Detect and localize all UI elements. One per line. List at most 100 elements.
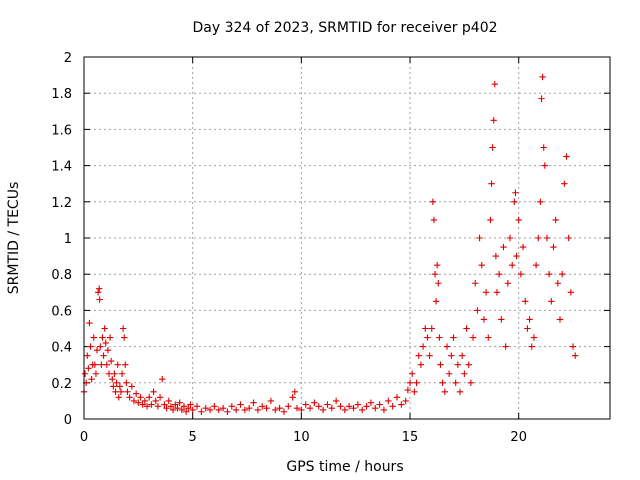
data-point [84, 352, 91, 359]
data-point [193, 403, 201, 410]
data-point [215, 406, 222, 414]
x-tick-label: 10 [293, 430, 310, 445]
data-point [563, 153, 570, 160]
data-point [443, 343, 451, 350]
data-point [532, 261, 540, 269]
data-point [398, 401, 405, 408]
data-point [561, 180, 568, 187]
data-point [182, 408, 190, 415]
data-point [298, 406, 305, 414]
data-point [463, 325, 470, 332]
data-point [90, 334, 97, 341]
data-point [119, 325, 127, 332]
data-point [431, 271, 439, 278]
data-point [572, 352, 579, 359]
data-point [143, 403, 151, 410]
data-point [504, 280, 512, 287]
data-point [535, 234, 542, 242]
grid-lines [84, 57, 610, 419]
data-point [372, 404, 379, 412]
data-point [306, 404, 314, 412]
data-point [328, 404, 335, 412]
data-point [86, 319, 93, 327]
data-point [552, 216, 559, 224]
data-point [482, 289, 490, 296]
data-points [80, 73, 579, 415]
data-point [189, 406, 196, 414]
data-point [417, 361, 425, 368]
data-point [139, 401, 146, 408]
data-point [461, 370, 468, 377]
data-point [445, 370, 453, 377]
data-point [237, 401, 244, 408]
data-point [132, 390, 140, 397]
data-point [500, 243, 507, 251]
data-point [123, 379, 130, 386]
data-point [109, 375, 116, 383]
x-tick-label: 0 [80, 430, 88, 445]
data-point [228, 403, 236, 410]
data-point [99, 334, 106, 341]
data-point [107, 357, 115, 365]
data-point [350, 404, 357, 412]
data-point [528, 343, 535, 350]
data-point [435, 280, 442, 287]
data-point [515, 216, 522, 224]
data-point [558, 271, 566, 278]
data-point [554, 280, 562, 287]
x-tick-label: 20 [510, 430, 527, 445]
data-point [102, 339, 109, 347]
data-point [118, 370, 126, 377]
data-point [426, 352, 433, 359]
data-point [232, 406, 240, 414]
data-point [254, 406, 262, 414]
data-point [103, 361, 111, 368]
data-point [178, 406, 186, 414]
data-point [441, 388, 449, 396]
data-point [148, 401, 155, 408]
data-point [285, 403, 292, 410]
data-point [198, 408, 205, 415]
data-point [87, 343, 94, 350]
data-point [289, 394, 296, 401]
data-point [436, 334, 443, 341]
data-point [110, 383, 117, 390]
x-tick-label: 15 [402, 430, 419, 445]
data-point [337, 403, 344, 410]
data-point [548, 298, 555, 305]
data-point [543, 234, 551, 242]
data-point [363, 403, 370, 410]
data-point [85, 365, 92, 372]
data-point [454, 361, 462, 368]
data-point [567, 289, 575, 296]
data-point [434, 261, 441, 269]
data-point [540, 144, 547, 151]
data-point [276, 404, 283, 412]
data-point [450, 334, 457, 341]
data-point [480, 316, 488, 323]
data-point [311, 399, 318, 406]
data-point [100, 352, 107, 359]
data-point [359, 406, 366, 414]
data-point [448, 352, 455, 359]
data-point [467, 379, 475, 386]
data-point [106, 334, 114, 341]
data-point [113, 379, 120, 386]
data-point [280, 408, 288, 415]
data-point [112, 388, 119, 396]
data-point [122, 361, 129, 368]
data-point [96, 285, 103, 292]
data-point [293, 404, 301, 412]
data-point [319, 406, 327, 414]
data-point [488, 180, 495, 187]
data-point [115, 394, 122, 401]
data-point [272, 406, 279, 414]
data-point [512, 189, 519, 196]
data-point [508, 261, 516, 269]
data-point [135, 399, 142, 406]
data-point [424, 334, 431, 341]
y-tick-label: 0.6 [51, 304, 72, 319]
data-point [96, 296, 103, 303]
data-point [156, 394, 164, 401]
